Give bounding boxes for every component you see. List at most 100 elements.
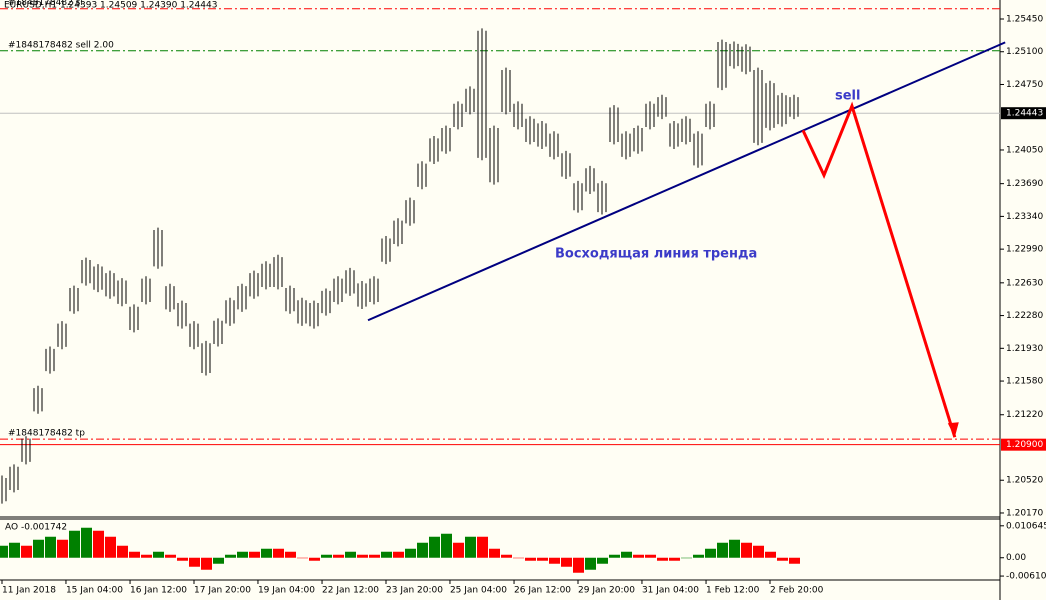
ao-bar bbox=[309, 557, 320, 561]
ao-bar bbox=[237, 551, 248, 558]
y-tick-label: 1.21930 bbox=[1006, 344, 1043, 354]
current-price-box bbox=[1001, 107, 1046, 120]
ao-bar bbox=[165, 554, 176, 558]
arrow-head bbox=[947, 422, 959, 438]
ao-bar bbox=[405, 548, 416, 558]
ao-bar bbox=[81, 527, 92, 558]
x-tick-label: 15 Jan 04:00 bbox=[66, 586, 123, 596]
ao-bar bbox=[57, 539, 68, 558]
order-label: #1848178482 sell 2.00 bbox=[8, 40, 114, 50]
x-tick-label: 23 Jan 20:00 bbox=[386, 586, 443, 596]
ao-bar bbox=[585, 557, 596, 570]
y-tick-label: 1.21580 bbox=[1006, 377, 1043, 387]
ao-bar bbox=[429, 536, 440, 558]
ao-bar bbox=[381, 551, 392, 558]
x-tick-label: 29 Jan 20:00 bbox=[578, 586, 635, 596]
ao-bar bbox=[117, 545, 128, 558]
ao-bar bbox=[273, 548, 284, 558]
ao-bar bbox=[249, 551, 260, 558]
ao-bar bbox=[213, 557, 224, 564]
ao-bar bbox=[537, 557, 548, 561]
ao-bar bbox=[777, 557, 788, 561]
ao-bar bbox=[93, 530, 104, 558]
ao-bar bbox=[189, 557, 200, 567]
ao-bar bbox=[21, 545, 32, 558]
ao-bar bbox=[597, 557, 608, 564]
ao-bar bbox=[681, 557, 692, 559]
trend-line bbox=[367, 41, 1006, 322]
ao-bar bbox=[105, 536, 116, 558]
order-label: #1848178482 tp bbox=[8, 429, 85, 439]
current-price: 1.24443 bbox=[1006, 109, 1043, 119]
x-tick-label: 17 Jan 20:00 bbox=[194, 586, 251, 596]
sell-label: sell bbox=[835, 89, 860, 104]
ao-bar bbox=[525, 557, 536, 561]
y-tick-label: 1.22280 bbox=[1006, 311, 1043, 321]
indicator-label: AO -0.001742 bbox=[5, 523, 67, 533]
ao-bar bbox=[789, 557, 800, 564]
ao-bar bbox=[321, 554, 332, 558]
ao-bar bbox=[501, 554, 512, 558]
x-tick-label: 25 Jan 04:00 bbox=[450, 586, 507, 596]
x-tick-label: 22 Jan 12:00 bbox=[322, 586, 379, 596]
ao-bar bbox=[129, 551, 140, 558]
ao-bar bbox=[609, 554, 620, 558]
ao-bar bbox=[177, 557, 188, 561]
ao-bar bbox=[153, 551, 164, 558]
ao-bar bbox=[621, 551, 632, 558]
ao-bar bbox=[465, 536, 476, 558]
ao-bar bbox=[669, 557, 680, 561]
ao-bar bbox=[657, 557, 668, 561]
y-tick-label: 1.20170 bbox=[1006, 508, 1043, 518]
ao-tick-label: 0.010645 bbox=[1006, 521, 1046, 531]
ao-bar bbox=[765, 551, 776, 558]
ao-bar bbox=[693, 554, 704, 558]
ao-bar bbox=[261, 548, 272, 558]
ao-bar bbox=[489, 548, 500, 558]
x-tick-label: 1 Feb 12:00 bbox=[706, 586, 760, 596]
ao-bar bbox=[753, 545, 764, 558]
ao-tick-label: -0.006109 bbox=[1006, 572, 1046, 582]
ao-bar bbox=[561, 557, 572, 567]
x-tick-label: 11 Jan 2018 bbox=[2, 586, 56, 596]
ao-bar bbox=[513, 557, 524, 559]
ao-bar bbox=[705, 548, 716, 558]
y-tick-label: 1.24050 bbox=[1006, 145, 1043, 155]
order-label: #1848178482 sl bbox=[8, 0, 83, 8]
x-tick-label: 16 Jan 12:00 bbox=[130, 586, 187, 596]
y-tick-label: 1.24750 bbox=[1006, 80, 1043, 90]
y-tick-label: 1.22990 bbox=[1006, 245, 1043, 255]
ao-bar bbox=[369, 554, 380, 558]
ao-bar bbox=[741, 542, 752, 558]
ao-bar bbox=[441, 533, 452, 558]
ao-bar bbox=[69, 530, 80, 558]
y-tick-label: 1.21220 bbox=[1006, 410, 1043, 420]
tp-box bbox=[1001, 438, 1046, 451]
ao-bar bbox=[141, 554, 152, 558]
x-tick-label: 2 Feb 20:00 bbox=[770, 586, 824, 596]
ao-bar bbox=[333, 554, 344, 558]
ao-bar bbox=[573, 557, 584, 573]
header: EURUSD,H1 1.24393 1.24509 1.24390 1.2444… bbox=[4, 1, 217, 11]
ao-bar bbox=[297, 557, 308, 559]
y-tick-label: 1.23690 bbox=[1006, 179, 1043, 189]
ao-bar bbox=[285, 551, 296, 558]
ao-bar bbox=[225, 554, 236, 558]
ao-bar bbox=[345, 551, 356, 558]
ao-tick-label: 0.00 bbox=[1006, 553, 1026, 563]
y-tick-label: 1.25100 bbox=[1006, 47, 1043, 57]
ao-bar bbox=[645, 554, 656, 558]
ao-bar bbox=[477, 536, 488, 558]
y-tick-label: 1.22630 bbox=[1006, 278, 1043, 288]
ao-bar bbox=[9, 542, 20, 558]
x-tick-label: 26 Jan 12:00 bbox=[514, 586, 571, 596]
ao-bar bbox=[0, 545, 8, 558]
ao-bar bbox=[729, 539, 740, 558]
ao-bar bbox=[417, 542, 428, 558]
ao-bar bbox=[549, 557, 560, 564]
x-tick-label: 31 Jan 04:00 bbox=[642, 586, 699, 596]
ao-bar bbox=[201, 557, 212, 570]
ao-bar bbox=[633, 554, 644, 558]
ao-bar bbox=[393, 551, 404, 558]
